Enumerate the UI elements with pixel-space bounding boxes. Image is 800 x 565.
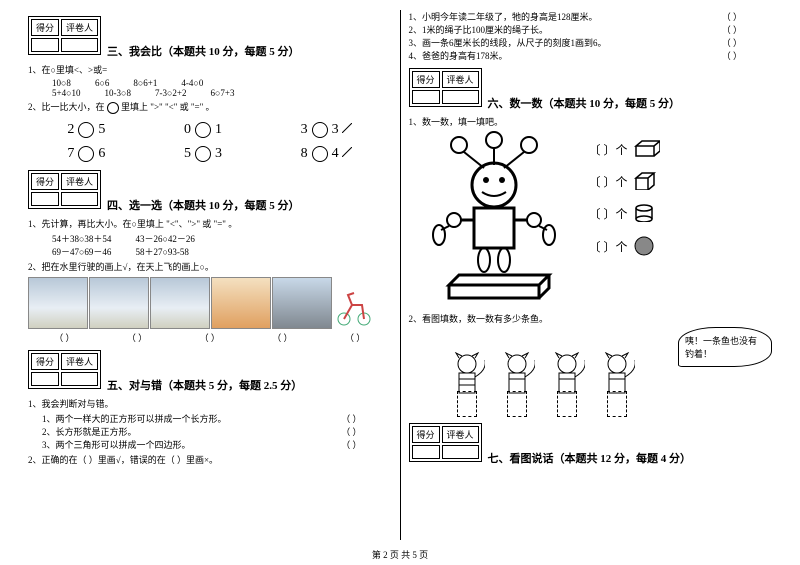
compare-row-1: 25 01 33 [28, 122, 392, 138]
compare-row-2: 76 53 84 [28, 146, 392, 162]
s4-q2: 2、把在水里行驶的画上√，在天上飞的画上○。 [28, 260, 392, 273]
boat-photo [89, 277, 149, 329]
item: 7-3○2+2 [155, 88, 187, 98]
blank-circle[interactable] [312, 122, 328, 138]
item: 6○6 [95, 78, 109, 88]
page-footer: 第 2 页 共 5 页 [0, 548, 800, 561]
score-box: 得分评卷人 [409, 423, 482, 462]
plane-photo [150, 277, 210, 329]
section-7-title: 七、看图说话（本题共 12 分，每题 4 分） [488, 450, 692, 466]
section-7-header: 得分评卷人 七、看图说话（本题共 12 分，每题 4 分） [409, 423, 773, 466]
item: 10-3○8 [105, 88, 131, 98]
cuboid-icon [634, 140, 660, 158]
s5-q2: 2、正确的在（ ）里画√，错误的在（ ）里画×。 [28, 453, 392, 466]
pencil-icon [342, 123, 352, 133]
fish-count-box[interactable] [507, 391, 527, 417]
blank-circle[interactable] [195, 122, 211, 138]
blank-circle[interactable] [195, 146, 211, 162]
score-box: 得分评卷人 [28, 16, 101, 55]
robot-figure [409, 130, 579, 310]
blank-circle[interactable] [78, 146, 94, 162]
right-column: 1、小明今年读二年级了，牠的身高是128厘米。（ ） 2、1米的绳子比100厘米… [401, 10, 781, 540]
speech-bubble: 咦！一条鱼也没有钓着！ [678, 327, 772, 367]
paren-row: （ ）（ ）（ ）（ ）（ ） [28, 331, 392, 344]
ship-photo [28, 277, 88, 329]
section-4-header: 得分评卷人 四、选一选（本题共 10 分，每题 5 分） [28, 170, 392, 213]
score-box: 得分评卷人 [28, 170, 101, 209]
s3-q1: 1、在○里填<、>或= [28, 63, 392, 76]
s3-q1-row1: 10○8 6○6 8○6+1 4-4○0 [52, 78, 392, 88]
s5-q1: 1、我会判断对与错。 [28, 397, 392, 410]
paren[interactable]: （ ） [341, 425, 361, 438]
section-3-header: 得分评卷人 三、我会比（本题共 10 分，每题 5 分） [28, 16, 392, 59]
fish-count-box[interactable] [557, 391, 577, 417]
shape-count-column: 〔 〕个 〔 〕个 〔 〕个 〔 〕个 [589, 140, 660, 310]
item: 10○8 [52, 78, 71, 88]
s4-q1: 1、先计算，再比大小。在○里填上 "<"、">" 或 "=" 。 [28, 217, 392, 230]
section-6-title: 六、数一数（本题共 10 分，每题 5 分） [488, 95, 681, 111]
pencil-icon [342, 147, 352, 157]
cats-figure: 咦！一条鱼也没有钓着！ [409, 327, 773, 417]
section-3-title: 三、我会比（本题共 10 分，每题 5 分） [107, 43, 300, 59]
helicopter-photo [211, 277, 271, 329]
blank-circle[interactable] [78, 122, 94, 138]
robot-area: 〔 〕个 〔 〕个 〔 〕个 〔 〕个 [409, 130, 773, 310]
cylinder-icon [634, 204, 660, 222]
fish-count-box[interactable] [457, 391, 477, 417]
scooter-icon [333, 277, 375, 327]
blank-circle[interactable] [312, 146, 328, 162]
paren[interactable]: （ ） [341, 412, 361, 425]
section-5-title: 五、对与错（本题共 5 分，每题 2.5 分） [107, 377, 302, 393]
paren[interactable]: （ ） [341, 438, 361, 451]
score-box: 得分评卷人 [409, 68, 482, 107]
section-5-header: 得分评卷人 五、对与错（本题共 5 分，每题 2.5 分） [28, 350, 392, 393]
photo-row [28, 277, 392, 329]
s6-q2: 2、看图填数，数一数有多少条鱼。 [409, 312, 773, 325]
item: 8○6+1 [133, 78, 157, 88]
fish-count-box[interactable] [607, 391, 627, 417]
item: 4-4○0 [181, 78, 203, 88]
score-label: 得分 [31, 19, 59, 36]
item: 6○7+3 [210, 88, 234, 98]
score-box: 得分评卷人 [28, 350, 101, 389]
section-6-header: 得分评卷人 六、数一数（本题共 10 分，每题 5 分） [409, 68, 773, 111]
s3-q1-row2: 5+4○10 10-3○8 7-3○2+2 6○7+3 [52, 88, 392, 98]
circle-icon [107, 102, 119, 114]
s3-q2: 2、比一比大小，在 里填上 ">" "<" 或 "=" 。 [28, 100, 392, 114]
item: 5+4○10 [52, 88, 81, 98]
truck-photo [272, 277, 332, 329]
left-column: 得分评卷人 三、我会比（本题共 10 分，每题 5 分） 1、在○里填<、>或=… [20, 10, 401, 540]
cube-icon [634, 172, 660, 190]
reviewer-label: 评卷人 [61, 19, 98, 36]
s6-q1: 1、数一数，填一填吧。 [409, 115, 773, 128]
sphere-icon [634, 236, 654, 256]
section-4-title: 四、选一选（本题共 10 分，每题 5 分） [107, 197, 300, 213]
